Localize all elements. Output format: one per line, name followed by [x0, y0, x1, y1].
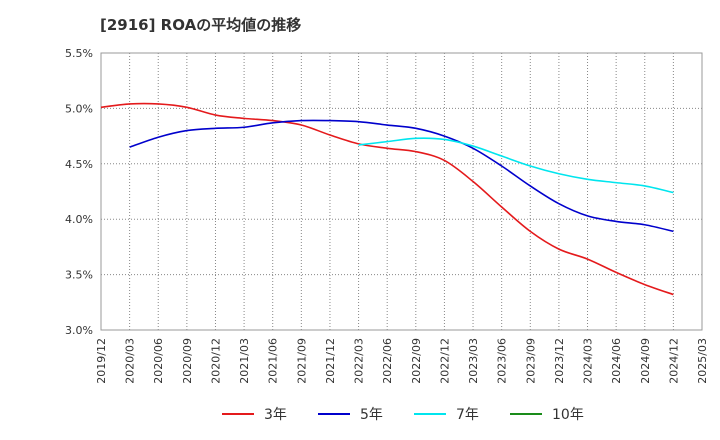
x-tick-label: 2021/12 — [324, 338, 337, 384]
x-tick-label: 2022/12 — [438, 338, 451, 384]
legend: 3年 5年 7年 10年 — [222, 407, 584, 423]
chart-title: [2916] ROAの平均値の推移 — [100, 16, 302, 34]
x-tick-label: 2023/12 — [553, 338, 566, 384]
series-line-5年 — [129, 119, 674, 233]
x-tick-label: 2025/03 — [696, 338, 709, 384]
y-tick-label: 4.5% — [65, 158, 93, 171]
x-tick-label: 2020/03 — [124, 338, 137, 384]
y-tick-label: 5.5% — [65, 47, 93, 60]
x-tick-label: 2022/09 — [410, 338, 423, 384]
x-tick-label: 2020/09 — [181, 338, 194, 384]
x-tick-label: 2024/12 — [667, 338, 680, 384]
x-tick-label: 2019/12 — [95, 338, 108, 384]
legend-label: 5年 — [360, 407, 383, 423]
plot-area — [100, 52, 703, 331]
series-line-7年 — [358, 137, 674, 194]
x-tick-label: 2023/09 — [524, 338, 537, 384]
series-line-3年 — [100, 102, 674, 296]
y-tick-label: 5.0% — [65, 102, 93, 115]
x-tick-label: 2024/03 — [582, 338, 595, 384]
x-tick-label: 2020/12 — [209, 338, 222, 384]
x-tick-label: 2023/06 — [496, 338, 509, 384]
x-tick-label: 2024/06 — [610, 338, 623, 384]
y-tick-label: 4.0% — [65, 213, 93, 226]
x-tick-label: 2022/06 — [381, 338, 394, 384]
x-tick-label: 2023/03 — [467, 338, 480, 384]
legend-label: 10年 — [552, 407, 584, 423]
series — [100, 102, 674, 296]
x-axis: 2019/12 2020/03 2020/06 2020/09 2020/12 2021/… — [95, 338, 709, 384]
x-tick-label: 2021/06 — [267, 338, 280, 384]
x-tick-label: 2021/09 — [295, 338, 308, 384]
y-tick-label: 3.5% — [65, 269, 93, 282]
y-tick-label: 3.0% — [65, 324, 93, 337]
x-tick-label: 2024/09 — [639, 338, 652, 384]
grid — [101, 53, 702, 330]
legend-label: 3年 — [264, 407, 287, 423]
y-axis: 3.0% 3.5% 4.0% 4.5% 5.0% 5.5% — [65, 47, 93, 337]
x-tick-label: 2021/03 — [238, 338, 251, 384]
x-tick-label: 2020/06 — [152, 338, 165, 384]
legend-label: 7年 — [456, 407, 479, 423]
x-tick-label: 2022/03 — [353, 338, 366, 384]
